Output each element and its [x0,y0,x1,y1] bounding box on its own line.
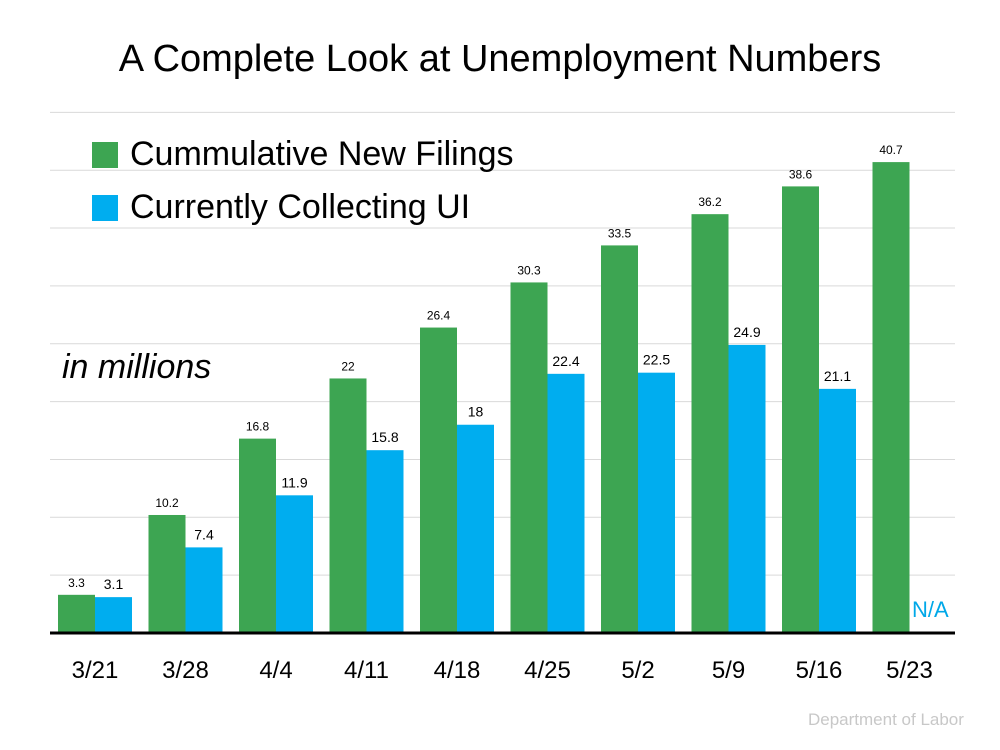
x-tick-label: 4/18 [434,657,481,684]
data-label: 36.2 [698,195,722,209]
x-tick-label: 4/4 [259,657,292,684]
data-label: 30.3 [517,263,541,277]
na-label: N/A [912,597,949,622]
data-label: 22.5 [643,352,670,368]
bar [58,594,95,633]
bar [239,438,276,633]
bar [547,373,585,633]
x-tick-label: 5/9 [712,657,745,684]
bar [691,214,729,633]
bar [728,344,766,633]
x-tick-label: 3/21 [72,657,119,684]
x-tick-label: 3/28 [162,657,209,684]
bar [510,282,548,633]
data-label: 3.3 [68,576,85,590]
data-label: 10.2 [155,496,179,510]
data-label: 40.7 [879,143,903,157]
legend-item-new-filings: Cummulative New Filings [92,135,514,174]
data-label: 18 [468,404,484,420]
bar [95,597,132,633]
legend-label-new-filings: Cummulative New Filings [130,135,514,173]
data-label: 38.6 [789,167,813,181]
bar [872,162,910,633]
bar [366,450,404,633]
bar [819,388,856,633]
chart-title: A Complete Look at Unemployment Numbers [118,38,882,80]
data-label: 24.9 [733,324,760,340]
bar [276,495,313,633]
data-label: 11.9 [281,474,307,490]
data-label: 21.1 [824,368,851,384]
x-tick-label: 5/23 [886,657,933,684]
x-tick-label: 4/25 [524,657,571,684]
x-tick-label: 4/11 [344,657,389,684]
data-label: 3.1 [104,576,124,592]
data-label: 15.8 [371,429,398,445]
data-label: 22.4 [552,353,579,369]
x-tick-label: 5/16 [796,657,843,684]
data-label: 22 [341,359,355,373]
unit-note: in millions [62,348,212,386]
bar [638,372,675,633]
source-credit: Department of Labor [808,710,964,729]
x-tick-label: 5/2 [621,657,654,684]
legend-swatch-blue [92,194,118,221]
legend-item-collecting-ui: Currently Collecting UI [92,188,470,227]
bar [601,245,638,633]
bar [329,378,367,633]
legend-swatch-green [92,141,118,168]
bar [185,547,223,633]
data-label: 16.8 [246,420,270,434]
bar [420,327,457,633]
data-label: 33.5 [608,226,632,240]
bar [148,514,186,633]
legend-label-collecting-ui: Currently Collecting UI [130,188,471,226]
bar [457,424,494,633]
bar [782,186,819,633]
data-label: 7.4 [194,526,214,542]
data-label: 26.4 [427,309,451,323]
